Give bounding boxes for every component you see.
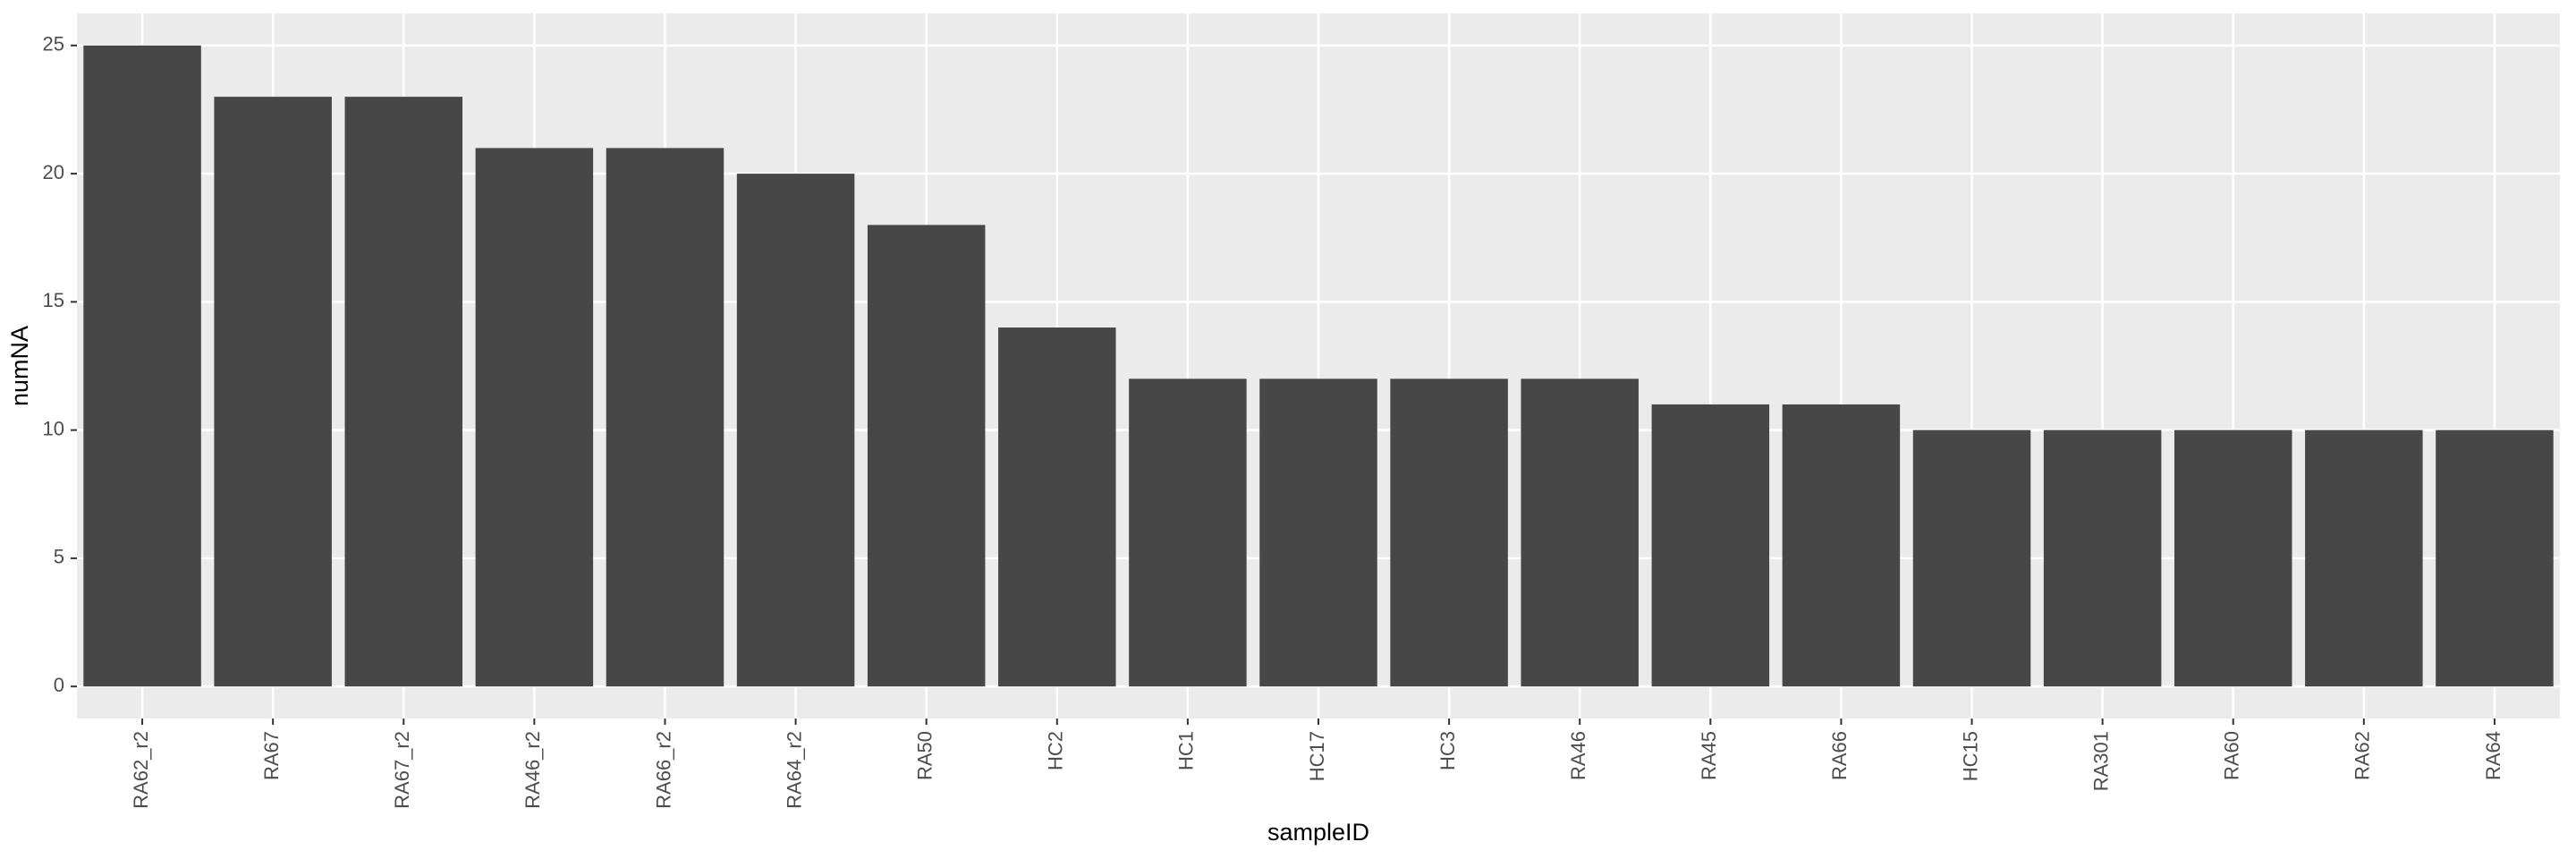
bar xyxy=(1521,378,1639,687)
bar xyxy=(2174,430,2292,687)
x-tick-label: RA46_r2 xyxy=(521,731,544,809)
bar xyxy=(1390,378,1508,687)
bar xyxy=(1782,404,1901,687)
x-tick-label: HC3 xyxy=(1436,731,1459,770)
x-tick-label: HC2 xyxy=(1045,731,1067,770)
x-tick-label: RA67_r2 xyxy=(391,731,413,809)
bar xyxy=(344,97,463,687)
x-axis-title: sampleID xyxy=(1267,819,1369,846)
bar xyxy=(83,45,201,687)
x-tick-label: RA60 xyxy=(2221,731,2243,780)
bar xyxy=(475,148,594,687)
x-tick-label: HC15 xyxy=(1959,731,1981,781)
bar xyxy=(1259,378,1377,687)
x-tick-label: RA301 xyxy=(2089,731,2112,791)
bar xyxy=(1651,404,1770,687)
y-axis-title: numNA xyxy=(6,326,33,406)
y-tick-label: 10 xyxy=(43,417,64,439)
x-tick-label: RA62_r2 xyxy=(130,731,152,809)
bar xyxy=(214,97,332,687)
x-tick-label: HC1 xyxy=(1175,731,1198,770)
x-tick-label: RA64_r2 xyxy=(783,731,805,809)
x-tick-label: RA66 xyxy=(1828,731,1851,780)
bar xyxy=(2305,430,2423,687)
x-tick-label: RA67 xyxy=(260,731,283,780)
x-tick-label: HC17 xyxy=(1306,731,1328,781)
y-tick-label: 20 xyxy=(43,161,64,183)
x-tick-label: RA66_r2 xyxy=(652,731,674,809)
bar xyxy=(867,225,986,687)
y-tick-label: 5 xyxy=(54,546,64,568)
bar xyxy=(606,148,724,687)
x-tick-label: RA50 xyxy=(913,731,936,780)
bar xyxy=(2436,430,2554,687)
y-tick-label: 25 xyxy=(43,33,64,55)
x-tick-label: RA62 xyxy=(2351,731,2374,780)
x-tick-label: RA46 xyxy=(1567,731,1589,780)
y-tick-label: 0 xyxy=(54,674,64,696)
bar xyxy=(2043,430,2162,687)
bar xyxy=(1129,378,1247,687)
bar xyxy=(1912,430,2031,687)
x-tick-label: RA64 xyxy=(2482,731,2504,780)
x-tick-label: RA45 xyxy=(1698,731,1720,780)
bar xyxy=(736,174,855,687)
bar xyxy=(998,327,1116,687)
y-tick-label: 15 xyxy=(43,289,64,311)
